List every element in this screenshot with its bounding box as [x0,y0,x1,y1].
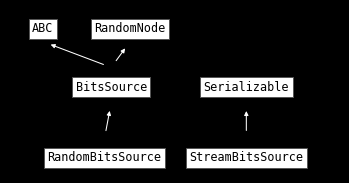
Text: Serializable: Serializable [203,81,289,94]
Text: BitsSource: BitsSource [76,81,147,94]
Text: ABC: ABC [32,22,53,35]
Text: RandomBitsSource: RandomBitsSource [47,151,161,164]
Text: RandomNode: RandomNode [95,22,166,35]
Text: StreamBitsSource: StreamBitsSource [189,151,303,164]
